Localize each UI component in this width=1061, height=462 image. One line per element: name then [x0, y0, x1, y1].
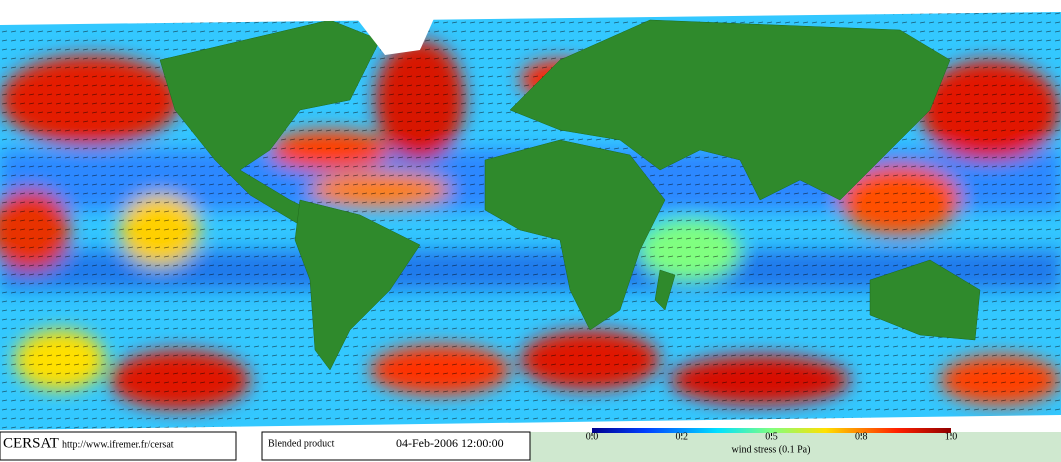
logo-box: [0, 431, 237, 461]
ice: [0, 0, 1061, 432]
product-box: [261, 431, 531, 461]
colorbar-tick-label: 0.5: [765, 431, 778, 442]
colorbar-tick-label: 0.8: [855, 431, 868, 442]
logo: CERSAT: [3, 435, 59, 451]
url: http://www.ifremer.fr/cersat: [62, 439, 174, 450]
colorbar-tick-label: 0.0: [586, 431, 599, 442]
colorbar: [592, 428, 951, 433]
footer-land: [530, 432, 1061, 462]
colorbar-tick-label: 1.0: [945, 431, 958, 442]
colorbar-label: wind stress (0.1 Pa): [732, 444, 811, 455]
timestamp: 04-Feb-2006 12:00:00: [396, 436, 504, 450]
land: [159, 19, 981, 371]
colorbar-tick-label: 0.2: [676, 431, 689, 442]
colorbar-ticks: 0.0 0.2 0.5 0.8 1.0: [586, 431, 958, 442]
product: Blended product: [268, 438, 335, 449]
